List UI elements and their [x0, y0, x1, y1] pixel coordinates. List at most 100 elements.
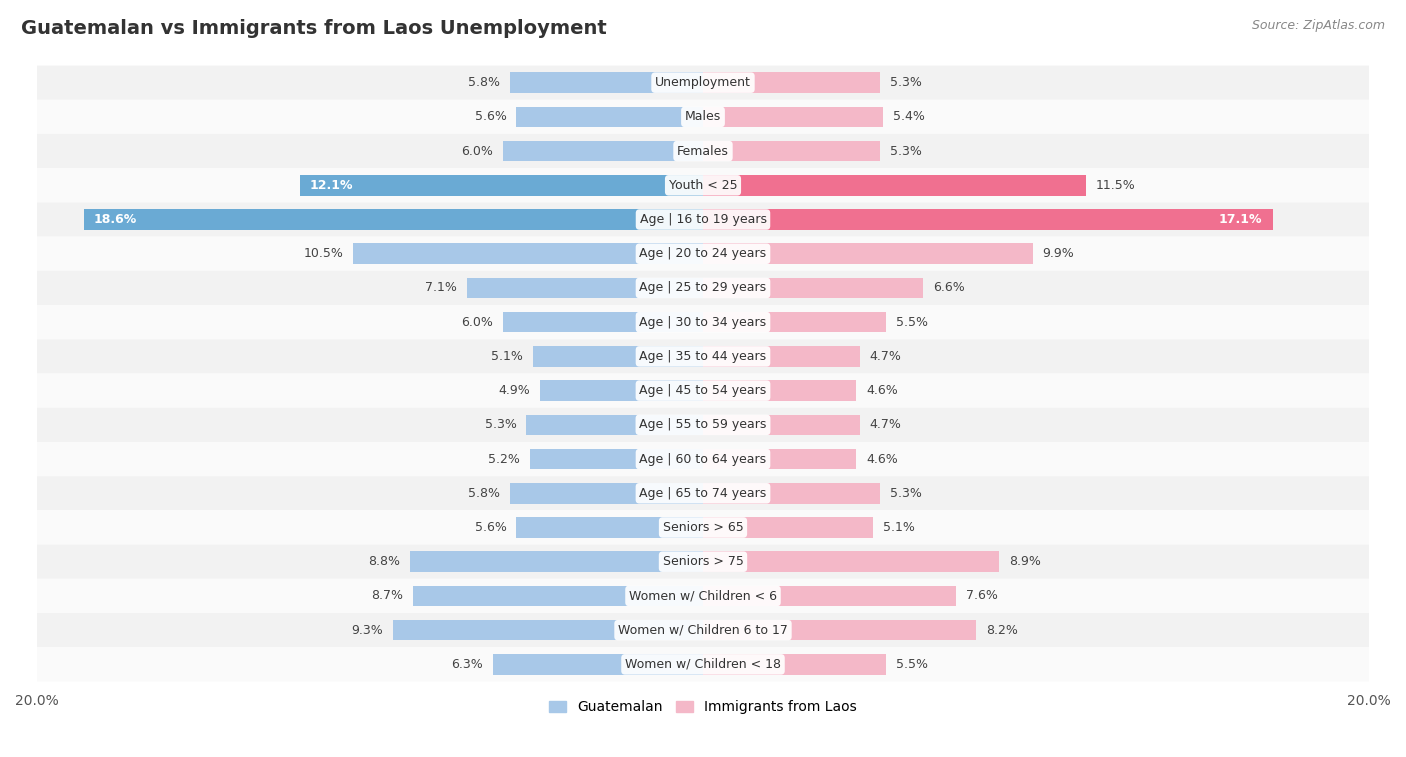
Bar: [703, 73, 880, 93]
FancyBboxPatch shape: [37, 202, 1369, 237]
FancyBboxPatch shape: [37, 544, 1369, 579]
FancyBboxPatch shape: [37, 476, 1369, 510]
Text: Age | 60 to 64 years: Age | 60 to 64 years: [640, 453, 766, 466]
Text: 18.6%: 18.6%: [93, 213, 136, 226]
Bar: [526, 415, 703, 435]
Text: Women w/ Children < 18: Women w/ Children < 18: [626, 658, 780, 671]
Text: Youth < 25: Youth < 25: [669, 179, 737, 192]
Bar: [703, 175, 1085, 195]
Bar: [411, 551, 703, 572]
FancyBboxPatch shape: [37, 442, 1369, 476]
Text: Women w/ Children < 6: Women w/ Children < 6: [628, 590, 778, 603]
Text: 5.1%: 5.1%: [491, 350, 523, 363]
Text: Age | 25 to 29 years: Age | 25 to 29 years: [640, 282, 766, 294]
Text: 5.3%: 5.3%: [890, 76, 921, 89]
Text: 5.1%: 5.1%: [883, 521, 915, 534]
Text: 5.5%: 5.5%: [896, 316, 928, 329]
Bar: [703, 517, 873, 537]
Text: Age | 16 to 19 years: Age | 16 to 19 years: [640, 213, 766, 226]
Bar: [494, 654, 703, 674]
Bar: [703, 449, 856, 469]
Text: 6.3%: 6.3%: [451, 658, 484, 671]
Text: 5.8%: 5.8%: [468, 76, 499, 89]
Text: 5.2%: 5.2%: [488, 453, 520, 466]
Text: 4.7%: 4.7%: [869, 350, 901, 363]
FancyBboxPatch shape: [37, 373, 1369, 408]
Bar: [703, 551, 1000, 572]
Bar: [703, 380, 856, 401]
Bar: [83, 209, 703, 230]
Text: Age | 45 to 54 years: Age | 45 to 54 years: [640, 384, 766, 397]
Bar: [510, 483, 703, 503]
Bar: [703, 346, 859, 366]
Text: 5.6%: 5.6%: [475, 111, 506, 123]
Text: 4.6%: 4.6%: [866, 453, 898, 466]
Text: Males: Males: [685, 111, 721, 123]
Text: 7.6%: 7.6%: [966, 590, 998, 603]
Bar: [503, 312, 703, 332]
Text: Guatemalan vs Immigrants from Laos Unemployment: Guatemalan vs Immigrants from Laos Unemp…: [21, 19, 607, 38]
Text: 5.3%: 5.3%: [890, 145, 921, 157]
Text: Age | 35 to 44 years: Age | 35 to 44 years: [640, 350, 766, 363]
Text: 12.1%: 12.1%: [309, 179, 353, 192]
Text: Unemployment: Unemployment: [655, 76, 751, 89]
Text: 9.9%: 9.9%: [1043, 248, 1074, 260]
Text: 5.8%: 5.8%: [468, 487, 499, 500]
FancyBboxPatch shape: [37, 66, 1369, 100]
Bar: [703, 483, 880, 503]
FancyBboxPatch shape: [37, 408, 1369, 442]
Bar: [703, 244, 1033, 264]
Bar: [516, 517, 703, 537]
Text: 6.0%: 6.0%: [461, 145, 494, 157]
Bar: [703, 107, 883, 127]
Bar: [703, 278, 922, 298]
Bar: [703, 209, 1272, 230]
Text: 4.6%: 4.6%: [866, 384, 898, 397]
Text: 11.5%: 11.5%: [1097, 179, 1136, 192]
Text: 17.1%: 17.1%: [1219, 213, 1263, 226]
Bar: [540, 380, 703, 401]
Bar: [503, 141, 703, 161]
FancyBboxPatch shape: [37, 647, 1369, 681]
Text: 5.3%: 5.3%: [485, 419, 516, 431]
Bar: [413, 586, 703, 606]
Text: 8.8%: 8.8%: [368, 555, 399, 569]
Bar: [299, 175, 703, 195]
Text: 10.5%: 10.5%: [304, 248, 343, 260]
Bar: [516, 107, 703, 127]
Text: 5.4%: 5.4%: [893, 111, 925, 123]
Text: Age | 30 to 34 years: Age | 30 to 34 years: [640, 316, 766, 329]
Bar: [703, 586, 956, 606]
Text: 5.5%: 5.5%: [896, 658, 928, 671]
Bar: [703, 141, 880, 161]
FancyBboxPatch shape: [37, 339, 1369, 373]
Text: Seniors > 75: Seniors > 75: [662, 555, 744, 569]
Bar: [703, 415, 859, 435]
FancyBboxPatch shape: [37, 237, 1369, 271]
Text: 8.2%: 8.2%: [986, 624, 1018, 637]
FancyBboxPatch shape: [37, 271, 1369, 305]
Bar: [394, 620, 703, 640]
Text: Age | 55 to 59 years: Age | 55 to 59 years: [640, 419, 766, 431]
Text: 4.7%: 4.7%: [869, 419, 901, 431]
FancyBboxPatch shape: [37, 613, 1369, 647]
FancyBboxPatch shape: [37, 134, 1369, 168]
FancyBboxPatch shape: [37, 579, 1369, 613]
Bar: [703, 654, 886, 674]
Text: 7.1%: 7.1%: [425, 282, 457, 294]
Text: 4.9%: 4.9%: [498, 384, 530, 397]
Text: Source: ZipAtlas.com: Source: ZipAtlas.com: [1251, 19, 1385, 32]
Text: Females: Females: [678, 145, 728, 157]
Text: 5.6%: 5.6%: [475, 521, 506, 534]
Text: 6.0%: 6.0%: [461, 316, 494, 329]
Text: 8.7%: 8.7%: [371, 590, 404, 603]
Text: Women w/ Children 6 to 17: Women w/ Children 6 to 17: [619, 624, 787, 637]
Text: 8.9%: 8.9%: [1010, 555, 1042, 569]
Text: Age | 65 to 74 years: Age | 65 to 74 years: [640, 487, 766, 500]
Text: Age | 20 to 24 years: Age | 20 to 24 years: [640, 248, 766, 260]
FancyBboxPatch shape: [37, 305, 1369, 339]
Bar: [530, 449, 703, 469]
Bar: [353, 244, 703, 264]
FancyBboxPatch shape: [37, 510, 1369, 544]
Bar: [467, 278, 703, 298]
